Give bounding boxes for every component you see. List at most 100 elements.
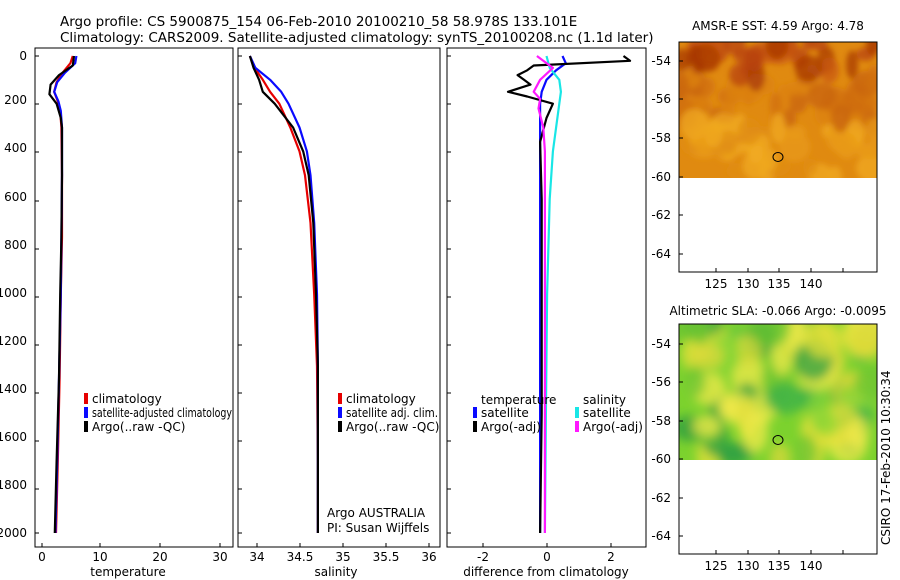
figure-title-line2: Climatology: CARS2009. Satellite-adjuste… bbox=[60, 30, 653, 46]
difference-series bbox=[506, 55, 632, 534]
field-blob bbox=[687, 324, 712, 346]
x-tick-label: 36 bbox=[421, 550, 436, 564]
legend-label: satellite bbox=[481, 406, 529, 420]
temperature-axes-frame bbox=[34, 47, 234, 548]
salinity-panel: 34 34.5 35 35.5 36 salinity climatology … bbox=[237, 47, 441, 579]
field-blob bbox=[691, 343, 724, 371]
field-blob bbox=[778, 132, 811, 162]
field-blob bbox=[847, 417, 870, 449]
x-tick-label: 35.5 bbox=[373, 550, 400, 564]
field-blob bbox=[867, 64, 877, 92]
sst-map-title: AMSR-E SST: 4.59 Argo: 4.78 bbox=[692, 19, 864, 33]
sst-y-ticks: -54 -56 -58 -60 -62 -64 bbox=[651, 54, 671, 261]
sst-x-ticks: 125 130 135 140 bbox=[705, 277, 823, 291]
field-blob bbox=[733, 48, 760, 64]
x-tick-label: 130 bbox=[737, 559, 760, 573]
difference-x-label: difference from climatology bbox=[463, 565, 629, 579]
legend-label: climatology bbox=[92, 392, 162, 406]
y-tick-label: 1400 bbox=[0, 382, 27, 396]
series-line-salinity-argo-adj bbox=[532, 55, 555, 533]
x-tick-label: 135 bbox=[768, 277, 791, 291]
legend-label: satellite bbox=[583, 406, 631, 420]
x-tick-label: 34.5 bbox=[287, 550, 314, 564]
series-line-argo-raw-qc bbox=[48, 55, 76, 534]
argo-info-line1: Argo AUSTRALIA bbox=[327, 506, 426, 520]
timestamp-label: CSIRO 17-Feb-2010 10:30:34 bbox=[879, 370, 893, 545]
y-tick-label: -54 bbox=[651, 337, 671, 351]
field-blob bbox=[770, 112, 786, 144]
field-blob bbox=[692, 416, 721, 437]
field-blob bbox=[802, 42, 815, 51]
field-blob bbox=[853, 324, 877, 359]
legend-swatch-climatology bbox=[338, 393, 342, 404]
difference-legend: temperature satellite Argo(-adj) salinit… bbox=[473, 393, 643, 434]
legend-swatch-temp-argo bbox=[473, 421, 477, 432]
y-tick-label: -60 bbox=[651, 452, 671, 466]
field-blob bbox=[765, 42, 789, 60]
y-tick-label: -64 bbox=[651, 247, 671, 261]
argo-info-line2: PI: Susan Wijffels bbox=[327, 521, 429, 535]
y-tick-label: -64 bbox=[651, 529, 671, 543]
y-tick-label: -60 bbox=[651, 170, 671, 184]
field-blob bbox=[741, 411, 769, 453]
legend-swatch-temp-satellite bbox=[473, 407, 477, 418]
field-blob bbox=[704, 119, 723, 148]
salinity-x-label: salinity bbox=[314, 565, 357, 579]
field-blob bbox=[685, 363, 706, 398]
field-blob bbox=[855, 142, 877, 159]
field-blob bbox=[764, 383, 807, 415]
x-tick-label: 135 bbox=[768, 559, 791, 573]
temperature-x-ticks: 0 10 20 30 bbox=[38, 550, 227, 564]
series-line-temperature-argo-adj bbox=[506, 55, 632, 534]
series-line-salinity-satellite bbox=[543, 55, 563, 534]
y-tick-label: 1600 bbox=[0, 430, 27, 444]
sst-field bbox=[679, 42, 877, 178]
field-blob bbox=[807, 390, 833, 429]
salinity-x-ticks: 34 34.5 35 35.5 36 bbox=[249, 550, 436, 564]
legend-label: climatology bbox=[346, 392, 416, 406]
field-blob bbox=[729, 63, 752, 87]
y-tick-label: 1000 bbox=[0, 286, 27, 300]
field-blob bbox=[820, 57, 839, 84]
x-tick-label: 125 bbox=[705, 559, 728, 573]
field-blob bbox=[847, 92, 877, 114]
field-blob bbox=[679, 48, 692, 71]
x-tick-label: 125 bbox=[705, 277, 728, 291]
y-tick-label: 400 bbox=[4, 141, 27, 155]
legend-label: satellite-adjusted climatology bbox=[92, 406, 232, 420]
temperature-y-ticks: 0 200 400 600 800 1000 1200 1400 1600 18… bbox=[0, 49, 27, 540]
field-blob bbox=[853, 365, 877, 400]
y-tick-label: 800 bbox=[4, 238, 27, 252]
field-blob bbox=[721, 100, 735, 115]
temperature-series bbox=[48, 55, 78, 534]
temperature-panel: 0 200 400 600 800 1000 1200 1400 1600 18… bbox=[0, 47, 234, 579]
field-blob bbox=[750, 324, 791, 348]
sla-x-ticks: 125 130 135 140 bbox=[705, 559, 823, 573]
field-blob bbox=[783, 82, 809, 96]
field-blob bbox=[680, 108, 709, 140]
y-tick-label: -58 bbox=[651, 131, 671, 145]
y-tick-label: 200 bbox=[4, 93, 27, 107]
field-blob bbox=[794, 55, 823, 82]
y-tick-label: -56 bbox=[651, 375, 671, 389]
field-blob bbox=[734, 334, 763, 367]
x-tick-label: 34 bbox=[249, 550, 264, 564]
sla-map-panel: Altimetric SLA: -0.066 Argo: -0.0095 -54… bbox=[651, 304, 886, 573]
x-tick-label: 2 bbox=[607, 550, 615, 564]
legend-swatch-sal-satellite bbox=[575, 407, 579, 418]
y-tick-label: -56 bbox=[651, 92, 671, 106]
legend-swatch-argo bbox=[338, 421, 342, 432]
x-tick-label: 140 bbox=[800, 277, 823, 291]
figure-title-line1: Argo profile: CS 5900875_154 06-Feb-2010… bbox=[60, 14, 577, 30]
field-blob bbox=[701, 77, 716, 97]
y-tick-label: -62 bbox=[651, 208, 671, 222]
x-tick-label: 140 bbox=[800, 559, 823, 573]
difference-x-ticks: -2 0 2 bbox=[477, 550, 615, 564]
field-blob bbox=[691, 44, 721, 73]
field-blob bbox=[737, 118, 761, 145]
y-tick-label: 600 bbox=[4, 190, 27, 204]
salinity-legend: climatology satellite adj. clim. Argo(..… bbox=[338, 392, 439, 434]
field-blob bbox=[769, 92, 782, 117]
field-blob bbox=[804, 324, 843, 359]
